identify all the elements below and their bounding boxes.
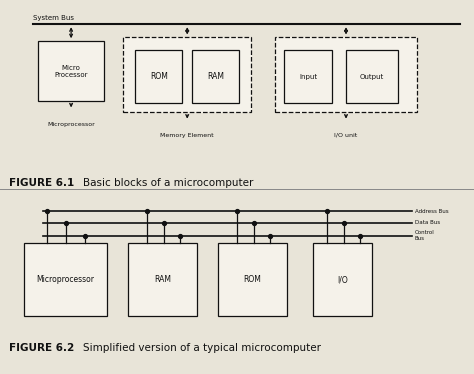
FancyBboxPatch shape [38, 41, 104, 101]
FancyBboxPatch shape [24, 243, 107, 316]
Text: Simplified version of a typical microcomputer: Simplified version of a typical microcom… [83, 343, 321, 353]
Text: Microprocessor: Microprocessor [36, 275, 94, 284]
Text: Memory Element: Memory Element [160, 133, 214, 138]
Text: ROM: ROM [150, 72, 168, 81]
Text: RAM: RAM [207, 72, 224, 81]
Text: I/O: I/O [337, 275, 348, 284]
FancyBboxPatch shape [218, 243, 287, 316]
FancyBboxPatch shape [123, 37, 251, 112]
Text: Input: Input [299, 74, 317, 80]
FancyBboxPatch shape [284, 50, 332, 103]
FancyBboxPatch shape [346, 50, 398, 103]
Text: Data Bus: Data Bus [415, 220, 440, 225]
Text: Microprocessor: Microprocessor [47, 122, 95, 126]
Text: Output: Output [360, 74, 384, 80]
FancyBboxPatch shape [192, 50, 239, 103]
FancyBboxPatch shape [128, 243, 197, 316]
Text: Micro
Processor: Micro Processor [55, 65, 88, 77]
Text: System Bus: System Bus [33, 15, 74, 21]
FancyBboxPatch shape [313, 243, 372, 316]
FancyBboxPatch shape [275, 37, 417, 112]
Text: Basic blocks of a microcomputer: Basic blocks of a microcomputer [83, 178, 253, 188]
Text: RAM: RAM [154, 275, 171, 284]
Text: FIGURE 6.1: FIGURE 6.1 [9, 178, 75, 188]
Text: Address Bus: Address Bus [415, 209, 448, 214]
Text: Control
Bus: Control Bus [415, 230, 435, 241]
Text: FIGURE 6.2: FIGURE 6.2 [9, 343, 75, 353]
Text: I/O unit: I/O unit [334, 133, 358, 138]
Text: ROM: ROM [244, 275, 261, 284]
FancyBboxPatch shape [135, 50, 182, 103]
